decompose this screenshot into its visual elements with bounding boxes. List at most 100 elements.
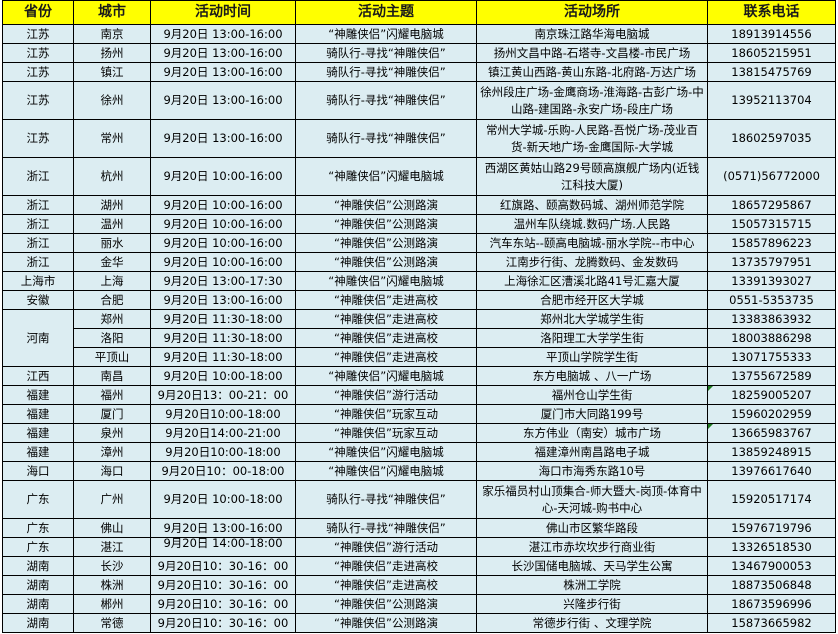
time-cell: 9月20日 10:00-18:00: [150, 480, 296, 519]
phone-cell: 13735797951: [707, 252, 836, 272]
theme-cell: “神雕侠侣”走进高校: [295, 290, 477, 310]
city-cell: 杭州: [73, 157, 151, 196]
phone-cell: 13391393027: [707, 271, 836, 291]
table-row: 福建 泉州 9月20日14:00-21:00 “神雕侠侣”玩家互动 东方伟业（南安）城市…: [2, 423, 836, 443]
theme-cell: “神雕侠侣”闪耀电脑城: [295, 461, 477, 481]
theme-cell: 骑队行-寻找“神雕侠侣”: [295, 518, 477, 538]
venue-cell: 郑州北大学城学生街: [476, 309, 708, 329]
header-time: 活动时间: [150, 0, 296, 25]
theme-cell: “神雕侠侣”闪耀电脑城: [295, 24, 477, 44]
table-row: 福建 厦门 9月20日10:00-18:00 “神雕侠侣”玩家互动 厦门市大同路199号…: [2, 404, 836, 424]
time-cell: 9月20日 13:00-16:00: [150, 81, 296, 120]
time-cell: 9月20日 13:00-16:00: [150, 518, 296, 538]
venue-cell: 徐州段庄广场-金鹰商场-淮海路-古彭广场-中山路-建国路-永安广场-段庄广场: [476, 81, 708, 120]
venue-cell: 温州车队绕城.数码广场.人民路: [476, 214, 708, 234]
city-cell: 扬州: [73, 43, 151, 63]
time-cell: 9月20日10:00-18:00: [150, 442, 296, 462]
header-row: 省份 城市 活动时间 活动主题 活动场所 联系电话: [2, 0, 836, 25]
venue-cell: 江南步行街、龙腾数码、金发数码: [476, 252, 708, 272]
phone-cell: 13665983767: [707, 423, 836, 443]
phone-cell: 15920517174: [707, 480, 836, 519]
table-row: 湖南 长沙 9月20日10：30-16：00 “神雕侠侣”走进高校 长沙国储电脑城、天马…: [2, 556, 836, 576]
time-cell: 9月20日13：00-21：00: [150, 385, 296, 405]
theme-cell: “神雕侠侣”走进高校: [295, 556, 477, 576]
phone-cell: 18605215951: [707, 43, 836, 63]
theme-cell: “神雕侠侣”玩家互动: [295, 423, 477, 443]
city-cell: 湛江: [73, 537, 151, 557]
table-row: 河南 郑州 9月20日 11:30-18:00 “神雕侠侣”走进高校 郑州北大学城学生街…: [2, 309, 836, 367]
province-cell: 安徽: [2, 290, 74, 310]
theme-cell: “神雕侠侣”公测路演: [295, 594, 477, 614]
phone-cell: 15976719796: [707, 518, 836, 538]
province-cell: 浙江: [2, 233, 74, 253]
province-cell: 河南: [2, 309, 74, 367]
table-row: 湖南 株洲 9月20日10：30-16：00 “神雕侠侣”走进高校 株洲工学院 18873…: [2, 575, 836, 595]
venue-cell: 红旗路、颐高数码城、湖州师范学院: [476, 195, 708, 215]
city-cell: 佛山: [73, 518, 151, 538]
province-cell: 浙江: [2, 214, 74, 234]
phone-cell: 18602597035: [707, 119, 836, 158]
phone-cell: 13071755333: [707, 347, 836, 367]
venue-cell: 南京珠江路华海电脑城: [476, 24, 708, 44]
venue-cell: 东方伟业（南安）城市广场: [476, 423, 708, 443]
theme-cell: “神雕侠侣”玩家互动: [295, 404, 477, 424]
phone-cell: 15057315715: [707, 214, 836, 234]
city-cell: 金华: [73, 252, 151, 272]
venue-cell: 合肥市经开区大学城: [476, 290, 708, 310]
theme-cell: “神雕侠侣”闪耀电脑城: [295, 442, 477, 462]
phone-cell: (0571)56772000: [707, 157, 836, 196]
table-row: 浙江 湖州 9月20日 10:00-16:00 “神雕侠侣”公测路演 红旗路、颐高数码城…: [2, 195, 836, 215]
table-row: 湖南 郴州 9月20日10：30-16：00 “神雕侠侣”公测路演 兴隆步行街 18673…: [2, 594, 836, 614]
table-body: 江苏 南京 9月20日 13:00-16:00 “神雕侠侣”闪耀电脑城 南京珠江路华海电…: [2, 24, 836, 633]
phone-cell: 13815475769: [707, 62, 836, 82]
province-cell: 江苏: [2, 81, 74, 120]
time-cell: 9月20日10：30-16：00: [150, 575, 296, 595]
time-cell: 9月20日 10:00-16:00: [150, 252, 296, 272]
time-cell: 9月20日 14:00-18:00: [150, 537, 296, 557]
time-cell: 9月20日 10:00-16:00: [150, 233, 296, 253]
theme-cell: “神雕侠侣”走进高校: [295, 347, 477, 367]
time-cell: 9月20日 13:00-16:00: [150, 62, 296, 82]
table-row: 湖南 常德 9月20日10：30-16：00 “神雕侠侣”公测路演 常德步行街 、文理学…: [2, 613, 836, 633]
time-cell: 9月20日 10:00-16:00: [150, 195, 296, 215]
theme-cell: “神雕侠侣”闪耀电脑城: [295, 271, 477, 291]
city-cell: 丽水: [73, 233, 151, 253]
phone-cell: 15857896223: [707, 233, 836, 253]
venue-cell: 厦门市大同路199号: [476, 404, 708, 424]
time-cell: 9月20日10：30-16：00: [150, 556, 296, 576]
table-row: 洛阳 9月20日 11:30-18:00 “神雕侠侣”走进高校 洛阳理工大学学生街 18…: [3, 328, 836, 348]
city-cell: 合肥: [73, 290, 151, 310]
header-theme: 活动主题: [295, 0, 477, 25]
time-cell: 9月20日 11:30-18:00: [150, 347, 296, 367]
time-cell: 9月20日 10:00-16:00: [150, 157, 296, 196]
province-cell: 福建: [2, 404, 74, 424]
table-row: 江苏 镇江 9月20日 13:00-16:00 骑队行-寻找“神雕侠侣” 镇江黄山西路-…: [2, 62, 836, 82]
table-row: 江苏 南京 9月20日 13:00-16:00 “神雕侠侣”闪耀电脑城 南京珠江路华海电…: [2, 24, 836, 44]
time-cell: 9月20日 13:00-16:00: [150, 290, 296, 310]
theme-cell: “神雕侠侣”游行活动: [295, 537, 477, 557]
table-row: 平顶山 9月20日 11:30-18:00 “神雕侠侣”走进高校 平顶山学院学生街 13…: [3, 347, 836, 367]
province-cell: 江苏: [2, 24, 74, 44]
province-cell: 江苏: [2, 62, 74, 82]
province-cell: 湖南: [2, 613, 74, 633]
city-cell: 泉州: [73, 423, 151, 443]
time-cell: 9月20日 10:00-16:00: [150, 214, 296, 234]
theme-cell: “神雕侠侣”游行活动: [295, 385, 477, 405]
table-row: 海口 海口 9月20日10：00-18:00 “神雕侠侣”闪耀电脑城 海口市海秀东路10…: [2, 461, 836, 481]
province-cell: 海口: [2, 461, 74, 481]
table-row: 浙江 丽水 9月20日 10:00-16:00 “神雕侠侣”公测路演 汽车东站--颐高电…: [2, 233, 836, 253]
province-cell: 福建: [2, 423, 74, 443]
time-cell: 9月20日 13:00-16:00: [150, 43, 296, 63]
venue-cell: 常州大学城-乐购-人民路-吾悦广场-茂业百货-新天地广场-金鹰国际-大学城: [476, 119, 708, 158]
city-cell: 南京: [73, 24, 151, 44]
city-cell: 南昌: [73, 366, 151, 386]
table-row: 浙江 温州 9月20日 10:00-16:00 “神雕侠侣”公测路演 温州车队绕城.数码…: [2, 214, 836, 234]
province-cell: 浙江: [2, 157, 74, 196]
table-row: 江西 南昌 9月20日 10:00-18:00 “神雕侠侣”闪耀电脑城 东方电脑城 、八…: [2, 366, 836, 386]
phone-cell: 13952113704: [707, 81, 836, 120]
time-cell: 9月20日10：00-18:00: [150, 461, 296, 481]
table-row: 安徽 合肥 9月20日 13:00-16:00 “神雕侠侣”走进高校 合肥市经开区大学城…: [2, 290, 836, 310]
province-cell: 浙江: [2, 195, 74, 215]
venue-cell: 福州仓山学生街: [476, 385, 708, 405]
table-row: 广东 湛江 9月20日 14:00-18:00 “神雕侠侣”游行活动 湛江市赤坎坎步行商…: [2, 537, 836, 557]
